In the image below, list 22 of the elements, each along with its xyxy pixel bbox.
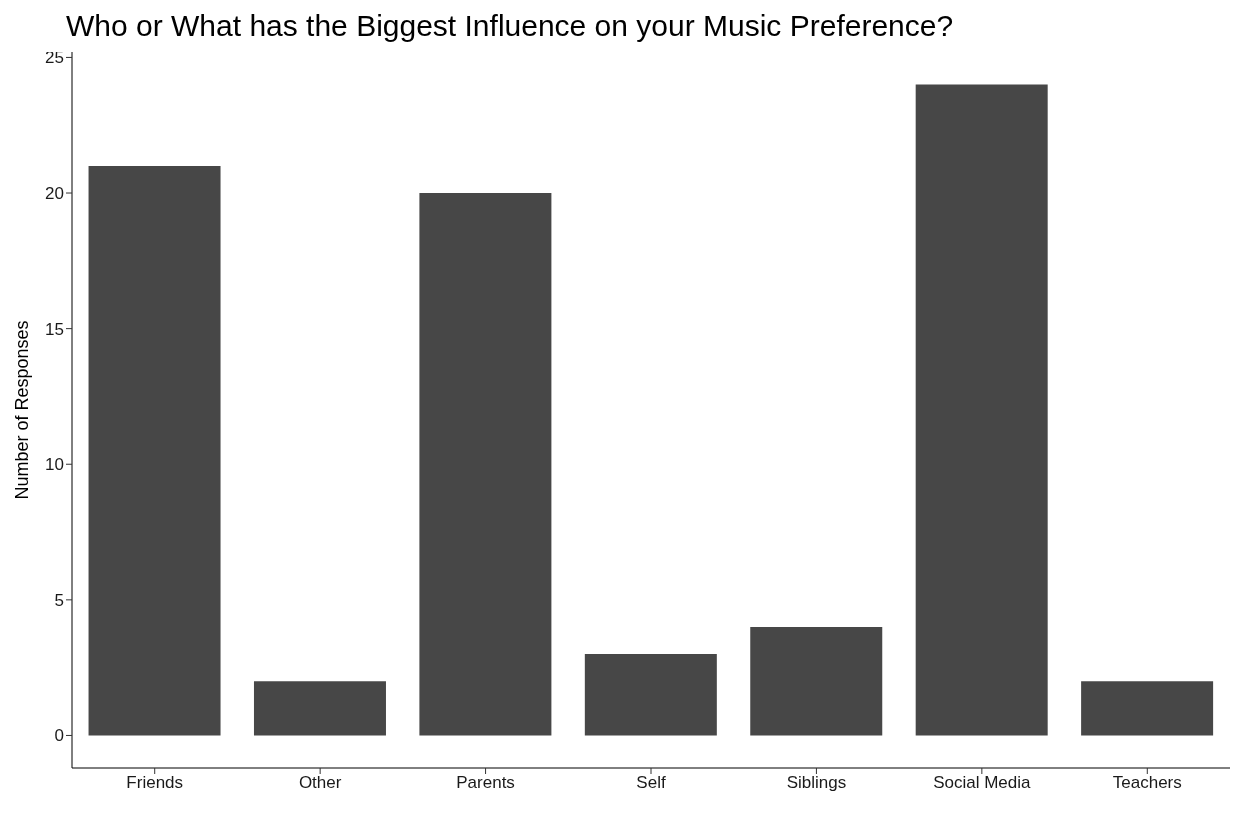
y-axis-title: Number of Responses [12,320,33,500]
x-tick-label: Siblings [786,773,847,793]
y-tick-label: 15 [45,319,64,339]
x-tick-label: Parents [456,773,515,793]
x-tick-label: Self [636,773,666,793]
x-tick-label: Social Media [933,773,1032,793]
x-tick-label: Friends [126,773,184,793]
chart-title: Who or What has the Biggest Influence on your Music Preference? [66,9,954,42]
y-tick-label: 10 [45,455,64,475]
bar [1081,681,1214,736]
y-tick-label: 25 [45,48,64,68]
bar [584,654,717,736]
bar [419,193,552,736]
x-tick-label: Teachers [1112,773,1182,793]
bar [750,626,883,736]
x-tick-label: Other [298,773,342,793]
y-tick-label: 20 [45,184,64,204]
y-tick-label: 0 [54,726,64,746]
bar [88,165,221,736]
bar [915,84,1048,736]
y-tick-label: 5 [54,590,64,610]
bar [253,681,386,736]
